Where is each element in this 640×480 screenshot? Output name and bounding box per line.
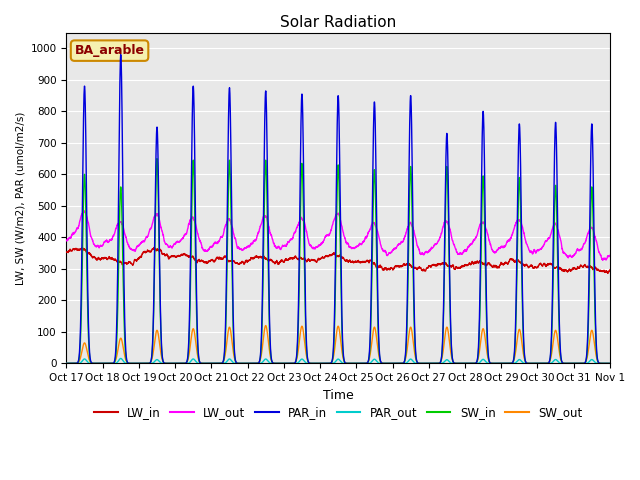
Text: BA_arable: BA_arable [74,44,145,57]
Legend: LW_in, LW_out, PAR_in, PAR_out, SW_in, SW_out: LW_in, LW_out, PAR_in, PAR_out, SW_in, S… [90,401,587,424]
Y-axis label: LW, SW (W/m2), PAR (umol/m2/s): LW, SW (W/m2), PAR (umol/m2/s) [15,111,25,285]
X-axis label: Time: Time [323,389,353,402]
Title: Solar Radiation: Solar Radiation [280,15,396,30]
